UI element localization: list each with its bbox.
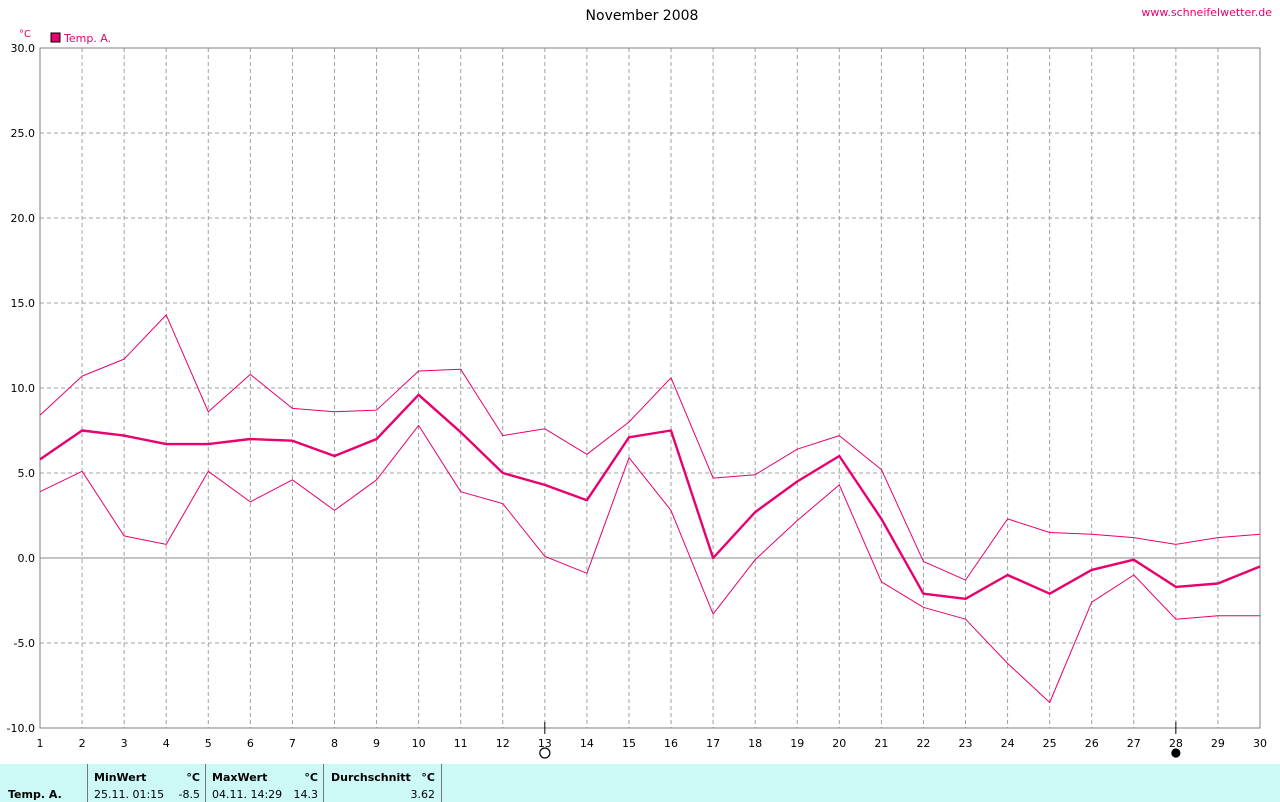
x-tick-label: 3 — [121, 737, 128, 750]
x-tick-label: 2 — [79, 737, 86, 750]
x-tick-label: 19 — [790, 737, 804, 750]
max-value: 14.3 — [293, 788, 319, 801]
series-line-mean — [39, 393, 1261, 600]
y-tick-label: 10.0 — [11, 382, 36, 395]
x-tick-label: 23 — [959, 737, 973, 750]
x-tick-label: 11 — [454, 737, 468, 750]
y-tick-label: 5.0 — [18, 467, 36, 480]
y-tick-label: -5.0 — [14, 637, 35, 650]
website-link[interactable]: www.schneifelwetter.de — [1141, 6, 1272, 19]
series — [39, 314, 1261, 703]
x-tick-label: 12 — [496, 737, 510, 750]
average-value: 3.62 — [410, 788, 436, 801]
full-moon-icon — [539, 747, 551, 759]
min-header: MinWert — [94, 771, 147, 784]
temperature-chart: November 2008 www.schneifelwetter.de °C … — [7, 6, 1272, 759]
x-tick-label: 24 — [1001, 737, 1015, 750]
x-tick-label: 28 — [1169, 737, 1183, 750]
x-tick-label: 7 — [289, 737, 296, 750]
max-value-column: MaxWert °C 04.11. 14:29 14.3 — [205, 764, 324, 802]
x-tick-label: 1 — [37, 737, 44, 750]
x-tick-label: 30 — [1253, 737, 1267, 750]
x-tick-label: 10 — [412, 737, 426, 750]
legend-label[interactable]: Temp. A. — [63, 32, 111, 45]
y-tick-label: 30.0 — [11, 42, 36, 55]
grid — [40, 48, 1260, 728]
x-tick-label: 25 — [1043, 737, 1057, 750]
y-tick-label: 0.0 — [18, 552, 36, 565]
x-tick-label: 15 — [622, 737, 636, 750]
series-line-maximum — [39, 314, 1261, 581]
average-column: Durchschnitt °C 3.62 — [323, 764, 442, 802]
x-tick-label: 6 — [247, 737, 254, 750]
stats-series-name: Temp. A. — [8, 788, 62, 801]
x-tick-label: 29 — [1211, 737, 1225, 750]
new-moon-icon — [1171, 748, 1181, 758]
x-tick-label: 9 — [373, 737, 380, 750]
x-tick-label: 18 — [748, 737, 762, 750]
min-value-column: MinWert °C 25.11. 01:15 -8.5 — [87, 764, 206, 802]
max-header: MaxWert — [212, 771, 268, 784]
min-unit: °C — [186, 771, 200, 784]
legend-swatch — [50, 32, 61, 43]
min-value: -8.5 — [178, 788, 200, 801]
x-tick-label: 16 — [664, 737, 678, 750]
x-tick-label: 26 — [1085, 737, 1099, 750]
chart-title: November 2008 — [586, 8, 699, 24]
x-tick-label: 8 — [331, 737, 338, 750]
statistics-bar: Temp. A. MinWert °C 25.11. 01:15 -8.5 Ma… — [0, 764, 1280, 802]
axes: 30.025.020.015.010.05.00.0-5.0-10.01 2 3 4 5… — [7, 42, 1267, 750]
plot-frame — [39, 47, 1261, 729]
x-tick-label: 14 — [580, 737, 594, 750]
x-tick-label: 20 — [832, 737, 846, 750]
series-line-minimum — [39, 424, 1260, 703]
average-unit: °C — [421, 771, 435, 784]
x-tick-label: 22 — [916, 737, 930, 750]
max-datetime: 04.11. 14:29 — [212, 788, 283, 801]
x-tick-label: 13 — [538, 737, 552, 750]
y-tick-label: -10.0 — [7, 722, 35, 735]
x-tick-label: 21 — [874, 737, 888, 750]
y-tick-label: 25.0 — [11, 127, 36, 140]
average-header: Durchschnitt — [331, 771, 411, 784]
max-unit: °C — [304, 771, 318, 784]
x-tick-label: 17 — [706, 737, 720, 750]
x-tick-label: 27 — [1127, 737, 1141, 750]
x-tick-label: 5 — [205, 737, 212, 750]
y-tick-label: 15.0 — [11, 297, 36, 310]
y-axis-unit: °C — [19, 29, 31, 40]
x-tick-label: 4 — [163, 737, 170, 750]
y-tick-label: 20.0 — [11, 212, 36, 225]
moon-phases — [539, 722, 1181, 759]
min-datetime: 25.11. 01:15 — [94, 788, 165, 801]
